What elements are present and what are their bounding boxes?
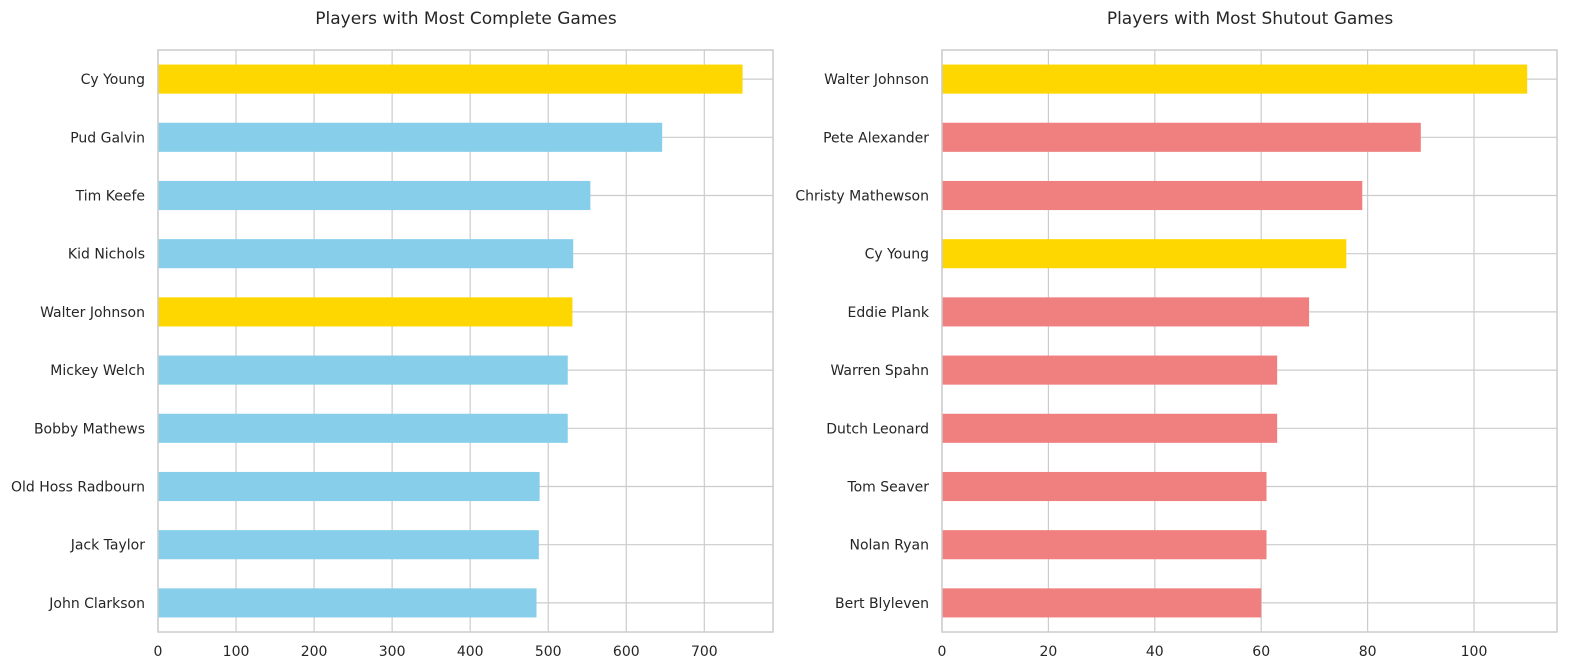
category-label: John Clarkson bbox=[48, 596, 145, 612]
bar bbox=[158, 180, 591, 211]
category-label: Tim Keefe bbox=[75, 189, 145, 205]
category-label: Cy Young bbox=[865, 247, 929, 263]
category-label: Christy Mathewson bbox=[795, 189, 929, 205]
category-label: Eddie Plank bbox=[848, 305, 930, 321]
bar bbox=[942, 297, 1310, 327]
bar bbox=[942, 239, 1347, 269]
bar bbox=[942, 471, 1267, 502]
bar bbox=[942, 122, 1421, 152]
category-label: Dutch Leonard bbox=[826, 421, 929, 437]
bar bbox=[158, 588, 537, 618]
bar bbox=[158, 297, 573, 327]
bar bbox=[158, 239, 574, 269]
bar bbox=[158, 471, 540, 502]
category-label: Pete Alexander bbox=[823, 130, 929, 146]
x-tick-label: 60 bbox=[1252, 644, 1270, 660]
bar bbox=[158, 530, 539, 560]
category-label: Cy Young bbox=[81, 72, 145, 88]
x-tick-label: 100 bbox=[223, 644, 250, 660]
x-tick-label: 0 bbox=[938, 644, 947, 660]
x-tick-label: 700 bbox=[691, 644, 718, 660]
category-label: Pud Galvin bbox=[70, 130, 145, 146]
x-tick-label: 0 bbox=[154, 644, 163, 660]
bar bbox=[942, 413, 1278, 443]
bar bbox=[158, 413, 568, 443]
category-label: Walter Johnson bbox=[824, 72, 929, 88]
x-tick-label: 400 bbox=[457, 644, 484, 660]
chart-title: Players with Most Shutout Games bbox=[1107, 9, 1393, 29]
complete-games-chart: Players with Most Complete Games 0 100 200… bbox=[11, 9, 774, 660]
category-label: Jack Taylor bbox=[70, 538, 146, 554]
category-label: Warren Spahn bbox=[830, 363, 929, 379]
bar bbox=[158, 355, 568, 385]
shutout-games-chart: Players with Most Shutout Games 0 20 40 60 8… bbox=[795, 9, 1558, 660]
bar bbox=[942, 64, 1528, 94]
x-tick-label: 300 bbox=[379, 644, 406, 660]
plot-frame bbox=[157, 49, 774, 633]
category-label: Mickey Welch bbox=[50, 363, 145, 379]
x-tick-label: 80 bbox=[1359, 644, 1377, 660]
category-label: Tom Seaver bbox=[846, 480, 929, 496]
x-tick-label: 40 bbox=[1146, 644, 1164, 660]
bar bbox=[158, 122, 663, 152]
bar bbox=[942, 588, 1262, 618]
x-tick-label: 200 bbox=[301, 644, 328, 660]
category-label: Kid Nichols bbox=[68, 247, 145, 263]
bar bbox=[942, 180, 1363, 211]
category-label: Nolan Ryan bbox=[849, 538, 929, 554]
bar bbox=[942, 530, 1267, 560]
x-tick-label: 20 bbox=[1039, 644, 1057, 660]
bar bbox=[942, 355, 1278, 385]
bar bbox=[158, 64, 743, 94]
x-tick-label: 500 bbox=[535, 644, 562, 660]
chart-title: Players with Most Complete Games bbox=[315, 9, 617, 29]
category-label: Bobby Mathews bbox=[34, 421, 145, 437]
x-tick-label: 600 bbox=[613, 644, 640, 660]
x-tick-label: 100 bbox=[1461, 644, 1488, 660]
category-label: Walter Johnson bbox=[40, 305, 145, 321]
category-label: Old Hoss Radbourn bbox=[11, 480, 145, 496]
category-label: Bert Blyleven bbox=[835, 596, 929, 612]
plot-frame bbox=[941, 49, 1558, 633]
